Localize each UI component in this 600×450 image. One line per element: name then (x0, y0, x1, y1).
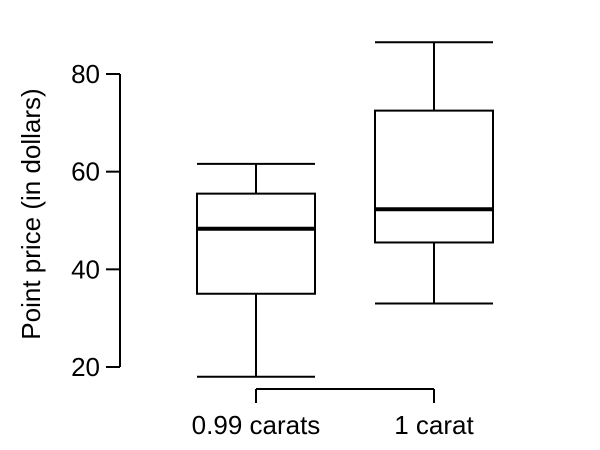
x-axis: 0.99 carats 1 carat (192, 388, 475, 440)
y-tick-label: 20 (71, 352, 100, 382)
iqr-box (374, 109, 494, 244)
box-series (196, 41, 494, 378)
box-plot (196, 162, 316, 378)
y-tick-label: 60 (71, 157, 100, 187)
y-axis: 20 40 60 80 (71, 59, 121, 382)
y-tick-label: 40 (71, 254, 100, 284)
x-tick-label: 0.99 carats (192, 410, 321, 440)
box-plot (374, 41, 494, 305)
x-tick-label: 1 carat (394, 410, 474, 440)
y-tick-label: 80 (71, 59, 100, 89)
y-axis-label: Point price (in dollars) (16, 88, 46, 339)
iqr-box (196, 192, 316, 295)
